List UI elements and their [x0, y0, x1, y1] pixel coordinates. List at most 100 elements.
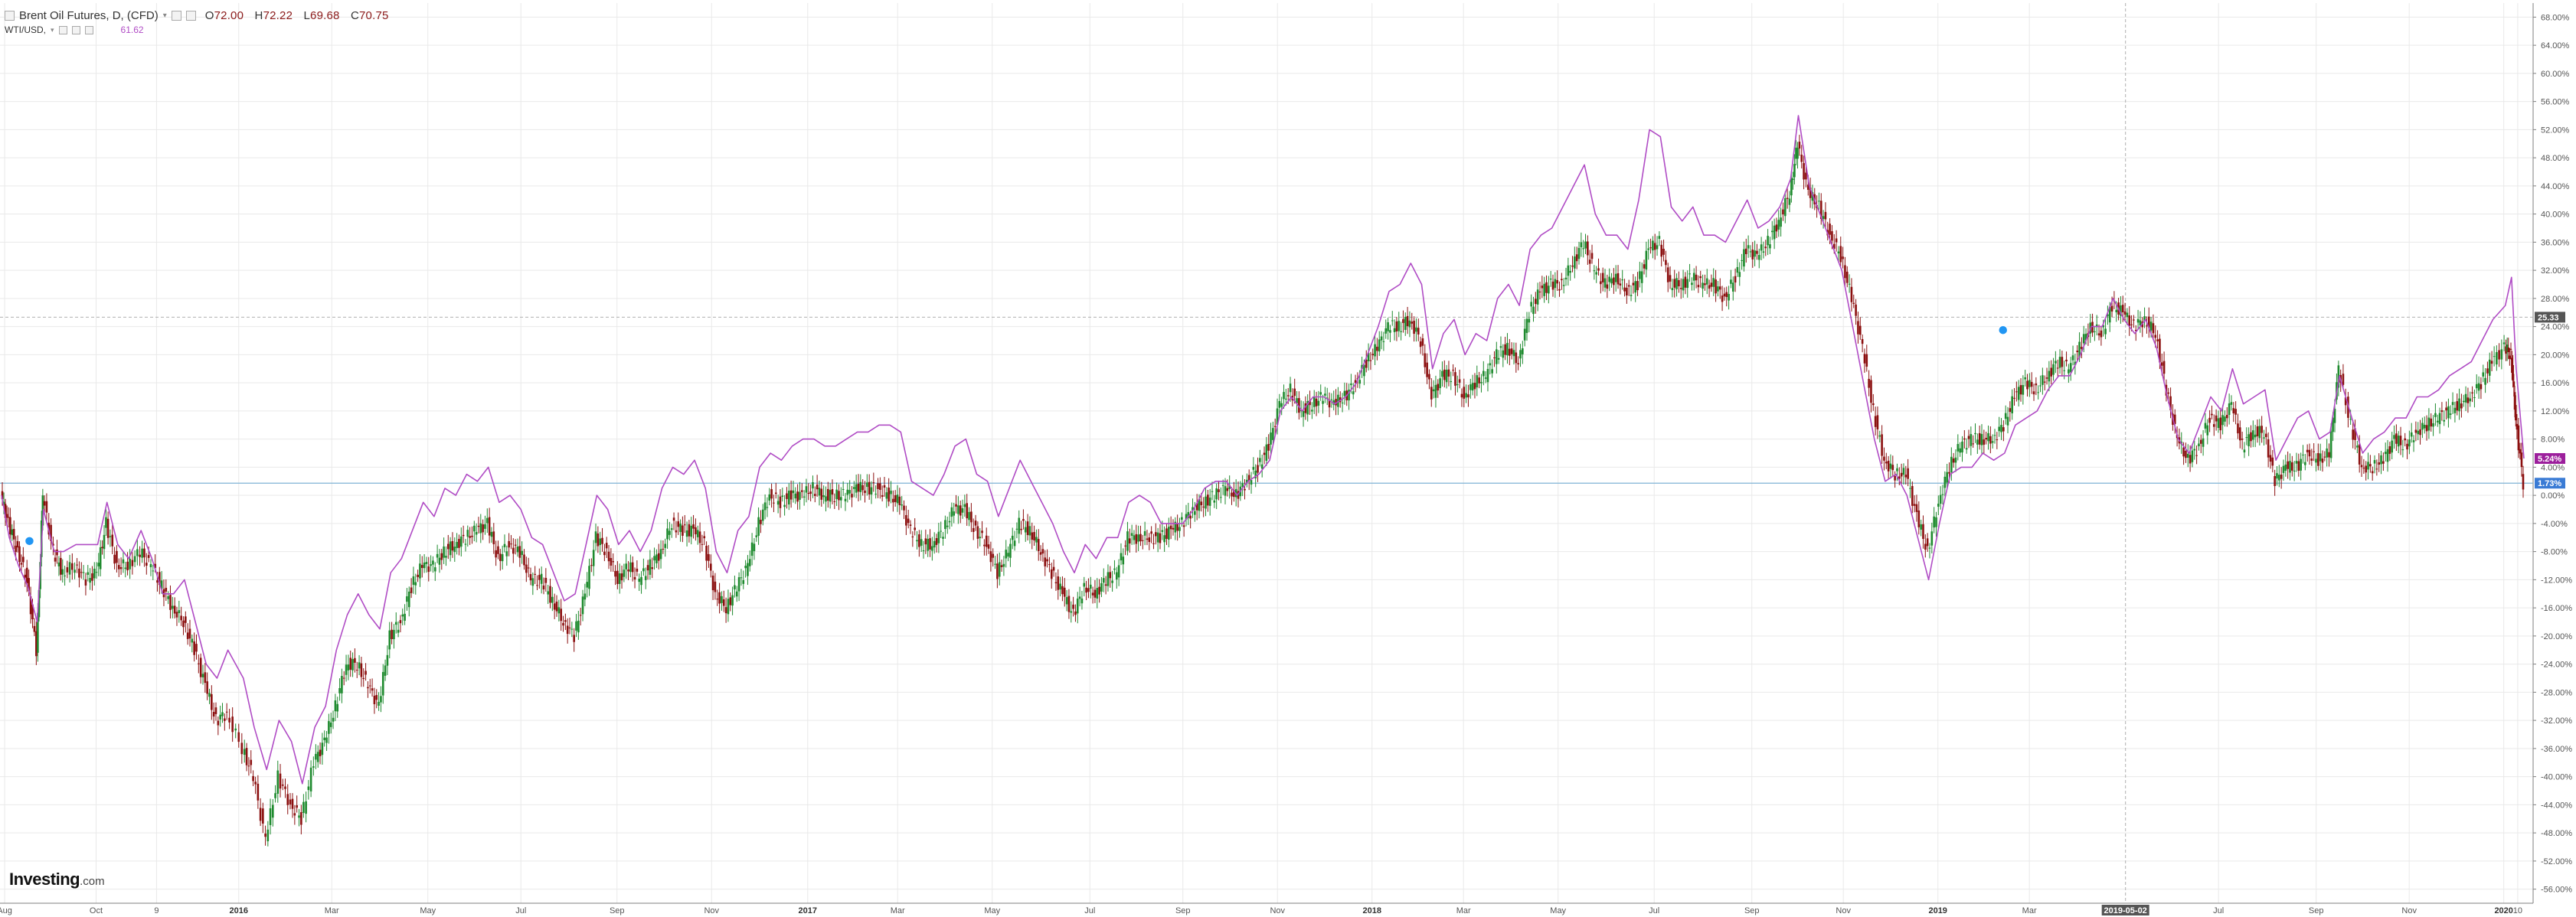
candle-body	[1702, 282, 1704, 289]
candle-body	[360, 663, 363, 677]
candle-body	[2238, 427, 2241, 441]
candle-body	[43, 501, 46, 506]
wti-usd-line[interactable]	[1, 115, 2525, 785]
candle-body	[864, 490, 866, 494]
candle-body	[309, 767, 312, 791]
candle-body	[757, 517, 760, 536]
candle-body	[2074, 361, 2077, 366]
candle-body	[1352, 391, 1355, 395]
candle-body	[2247, 434, 2250, 447]
candle-body	[1007, 553, 1009, 557]
candle-body	[211, 693, 213, 710]
candle-body	[1671, 288, 1674, 291]
candle-body	[1419, 341, 1422, 348]
candle-body	[1666, 267, 1669, 282]
candle-body	[2388, 445, 2391, 454]
candle-body	[953, 511, 956, 516]
candle-body	[1868, 378, 1870, 388]
candle-body	[425, 562, 428, 564]
candle-body	[2065, 359, 2068, 362]
candle-body	[842, 488, 845, 490]
event-marker-icon[interactable]	[1997, 325, 2009, 335]
candle-body	[1898, 476, 1901, 479]
candle-body	[1848, 283, 1851, 285]
candle-body	[1686, 279, 1689, 289]
candle-body	[1658, 236, 1661, 240]
candle-body	[1293, 388, 1296, 396]
candle-body	[774, 492, 777, 494]
candle-body	[2189, 455, 2192, 464]
candle-body	[274, 793, 276, 798]
chevron-down-icon[interactable]: ▾	[162, 11, 167, 20]
candle-body	[822, 495, 825, 498]
candle-body	[1207, 494, 1209, 506]
candle-body	[701, 543, 704, 545]
candle-body	[2019, 385, 2022, 395]
candle-body	[266, 829, 270, 842]
candle-body	[1558, 289, 1561, 291]
candle-body	[471, 535, 473, 537]
candle-body	[709, 563, 712, 571]
candle-body	[1535, 299, 1537, 305]
candle-body	[605, 543, 608, 549]
candle-body	[1858, 325, 1862, 335]
ytick-label: -16.00%	[2541, 604, 2572, 613]
candle-body	[1115, 572, 1118, 580]
collapse-icon[interactable]	[5, 10, 15, 21]
candle-body	[66, 567, 69, 573]
candle-body	[1168, 527, 1170, 540]
candle-body	[1107, 572, 1110, 586]
chevron-down-icon[interactable]: ▾	[51, 25, 54, 34]
eye-icon[interactable]	[58, 25, 67, 34]
settings-icon[interactable]	[185, 10, 196, 21]
close-icon[interactable]	[84, 25, 93, 34]
candle-body	[903, 505, 905, 511]
candle-body	[2107, 314, 2109, 317]
candle-body	[601, 537, 603, 544]
candle-body	[1528, 318, 1531, 323]
candle-body	[217, 720, 220, 726]
candle-body	[182, 620, 185, 628]
candle-body	[1961, 441, 1963, 453]
xtick-label: Jul	[515, 906, 526, 915]
candle-body	[334, 700, 337, 712]
candle-body	[753, 543, 756, 551]
candle-body	[252, 775, 254, 782]
candle-body	[514, 544, 517, 546]
candle-body	[2084, 334, 2087, 341]
candle-body	[2082, 334, 2085, 344]
candle-body	[1424, 353, 1427, 367]
candle-body	[45, 501, 48, 513]
candle-body	[464, 543, 467, 545]
candle-body	[851, 494, 853, 498]
candle-body	[1512, 350, 1515, 357]
xtick-label: 9	[154, 906, 159, 915]
ytick-label: -28.00%	[2541, 688, 2572, 697]
candle-body	[1443, 369, 1446, 380]
candle-body	[24, 574, 27, 578]
settings-icon[interactable]	[71, 25, 80, 34]
candle-body	[588, 566, 590, 589]
candle-body	[289, 799, 292, 804]
candle-body	[521, 550, 523, 556]
candle-body	[2009, 408, 2012, 413]
close-value: 70.75	[359, 8, 389, 22]
xtick-label: Nov	[1836, 906, 1851, 915]
candle-body	[5, 514, 8, 518]
ytick-label: -12.00%	[2541, 576, 2572, 585]
candle-body	[1874, 416, 1877, 427]
candle-body	[2399, 436, 2402, 445]
eye-icon[interactable]	[171, 10, 181, 21]
candle-body	[1389, 330, 1391, 333]
candle-body	[162, 589, 165, 598]
candle-body	[1484, 377, 1487, 379]
candle-body	[592, 550, 595, 566]
candle-body	[872, 482, 875, 484]
candle-body	[1773, 225, 1776, 240]
candle-body	[212, 712, 215, 717]
candle-body	[695, 527, 697, 535]
event-marker-icon[interactable]	[24, 536, 35, 547]
candle-body	[1930, 531, 1934, 546]
